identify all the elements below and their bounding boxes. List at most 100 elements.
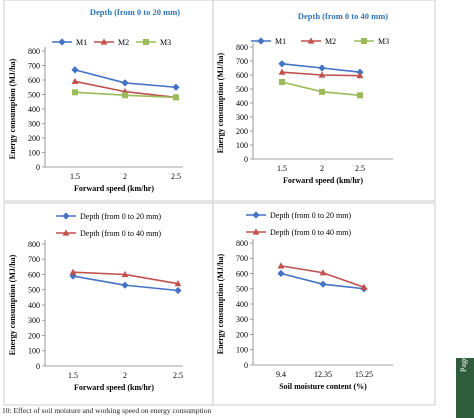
- chart-4: 0 100 200 300 400 500 600 700 800 9.4 12.35 15.25 So…: [212, 202, 436, 406]
- y-axis-title: Energy consumption (MJ/ha): [216, 253, 225, 354]
- y-tick-label: 300: [236, 113, 248, 122]
- x-axis-title: Soil moisture content (%): [279, 382, 367, 391]
- y-tick-label: 800: [236, 43, 248, 52]
- data-point: [72, 89, 78, 96]
- legend-marker: [252, 228, 260, 235]
- y-tick-label: 600: [236, 71, 248, 80]
- chart-3: 0 100 200 300 400 500 600 700 800 1.5 2 2.5 Forward …: [3, 202, 214, 406]
- y-tick-label: 700: [236, 254, 248, 263]
- data-point: [71, 66, 79, 74]
- legend-label: M2: [118, 38, 129, 47]
- y-tick-label: 400: [28, 105, 40, 114]
- y-tick-label: 200: [236, 127, 248, 136]
- x-axis-title: Forward speed (km/hr): [74, 184, 154, 193]
- y-tick-label: 200: [236, 330, 248, 339]
- data-point: [318, 71, 326, 78]
- chart-2: Depth (from 0 to 40 mm) 0 100 200 300 400 500 6…: [212, 0, 436, 202]
- y-tick-label: 200: [28, 331, 40, 340]
- x-tick-label: 15.25: [355, 370, 373, 379]
- y-tick-label: 700: [236, 57, 248, 66]
- legend-marker: [143, 39, 149, 45]
- legend-marker: [62, 229, 70, 236]
- y-tick-label: 600: [28, 270, 40, 279]
- legend-label: Depth (from 0 to 20 mm): [80, 212, 161, 221]
- x-tick-label: 12.35: [314, 370, 332, 379]
- data-point: [174, 280, 182, 287]
- data-point: [356, 72, 364, 79]
- data-point: [71, 77, 79, 85]
- y-tick-label: 100: [28, 148, 40, 157]
- y-tick-label: 300: [28, 119, 40, 128]
- chart-frame: [3, 202, 214, 406]
- data-point: [122, 92, 128, 99]
- y-tick-label: 800: [28, 240, 40, 249]
- data-point: [357, 92, 363, 99]
- data-point: [174, 286, 182, 295]
- y-axis-title: Energy consumption (MJ/ha): [216, 52, 225, 153]
- y-tick-label: 500: [28, 90, 40, 99]
- page-number: Page 39: [459, 346, 468, 372]
- y-tick-label: 500: [236, 85, 248, 94]
- y-tick-label: 800: [28, 47, 40, 56]
- x-tick-label: 1.5: [277, 164, 287, 173]
- x-tick-label: 2: [123, 371, 127, 380]
- data-point: [121, 281, 129, 289]
- page-tab: [456, 358, 474, 418]
- y-tick-label: 300: [28, 316, 40, 325]
- y-tick-label: 400: [28, 301, 40, 310]
- data-point: [173, 94, 179, 101]
- data-point: [121, 79, 129, 87]
- x-tick-label: 2.5: [355, 164, 365, 173]
- y-axis-title: Energy consumption (MJ/ha): [8, 58, 17, 159]
- y-axis-title: Energy consumption (MJ/ha): [8, 254, 17, 355]
- chart-frame: [212, 0, 436, 202]
- legend-marker: [62, 212, 70, 220]
- y-tick-label: 800: [236, 239, 248, 248]
- y-tick-label: 0: [244, 155, 248, 164]
- y-tick-label: 600: [236, 269, 248, 278]
- data-point: [319, 269, 327, 276]
- y-tick-label: 0: [244, 361, 248, 370]
- y-tick-label: 400: [236, 300, 248, 309]
- y-tick-label: 600: [28, 76, 40, 85]
- legend-label: M1: [76, 38, 87, 47]
- x-tick-label: 2: [123, 172, 127, 181]
- data-point: [318, 64, 326, 72]
- data-point: [277, 262, 285, 269]
- data-point: [69, 268, 77, 275]
- legend-marker: [307, 37, 315, 44]
- y-tick-label: 700: [28, 61, 40, 70]
- x-tick-label: 2.5: [171, 172, 181, 181]
- legend-marker: [58, 38, 66, 46]
- y-tick-label: 500: [236, 285, 248, 294]
- data-point: [277, 269, 285, 278]
- y-tick-label: 100: [236, 346, 248, 355]
- x-tick-label: 9.4: [276, 370, 286, 379]
- y-tick-label: 100: [236, 141, 248, 150]
- data-point: [121, 270, 129, 278]
- chart-frame: [3, 0, 214, 202]
- y-tick-label: 400: [236, 99, 248, 108]
- y-tick-label: 200: [28, 134, 40, 143]
- y-tick-label: 0: [36, 362, 40, 371]
- x-axis-title: Forward speed (km/hr): [283, 176, 363, 185]
- legend-marker: [252, 211, 260, 219]
- legend-label: M1: [275, 37, 286, 46]
- legend-label: M3: [160, 38, 171, 47]
- legend-label: Depth (from 0 to 20 mm): [270, 211, 351, 220]
- x-axis-title: Forward speed (km/hr): [74, 383, 154, 392]
- data-point: [172, 83, 180, 91]
- x-tick-label: 2.5: [173, 371, 183, 380]
- y-tick-label: 500: [28, 286, 40, 295]
- y-tick-label: 300: [236, 315, 248, 324]
- legend-marker: [361, 38, 367, 44]
- data-point: [69, 272, 77, 280]
- chart-title: Depth (from 0 to 20 mm): [90, 7, 180, 17]
- chart-title: Depth (from 0 to 40 mm): [298, 11, 388, 21]
- legend-label: Depth (from 0 to 40 mm): [80, 229, 161, 238]
- data-point: [360, 283, 368, 290]
- x-tick-label: 2: [320, 164, 324, 173]
- legend-marker: [100, 38, 108, 45]
- y-tick-label: 700: [28, 255, 40, 264]
